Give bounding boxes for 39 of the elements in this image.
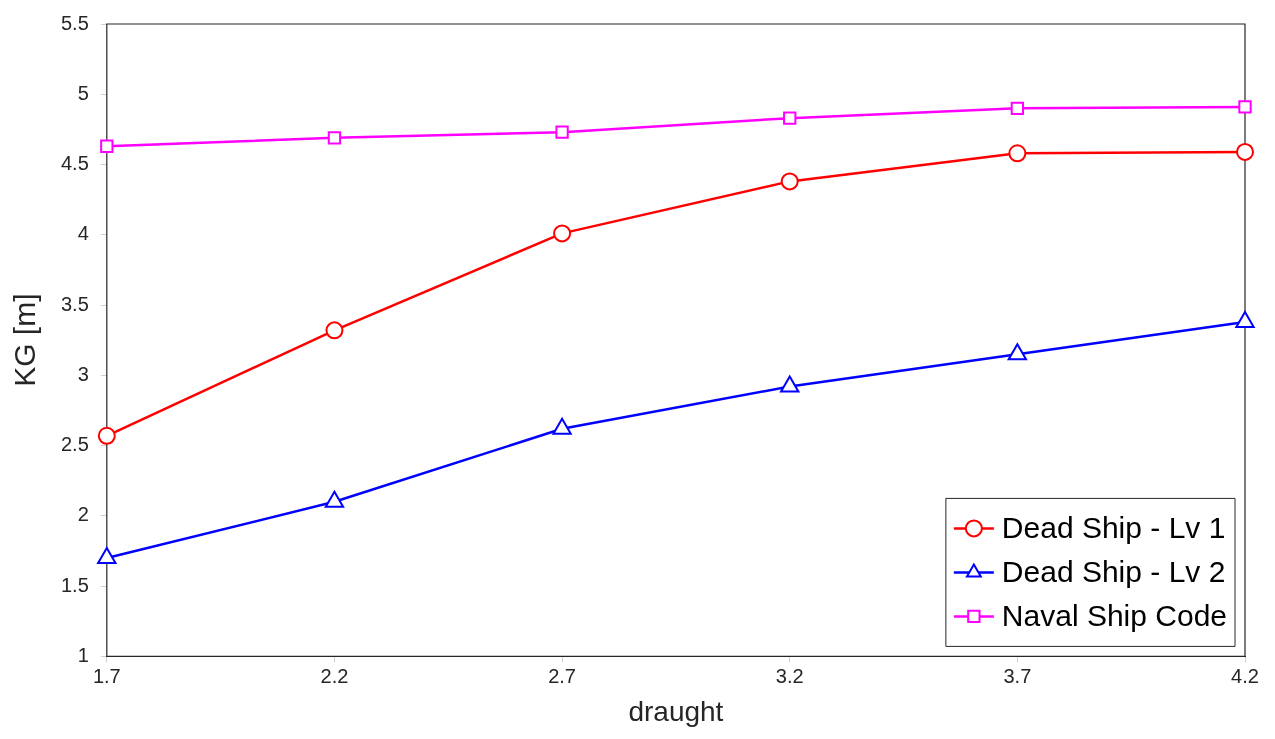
y-axis-title: KG [m] xyxy=(8,293,42,387)
legend-label: Dead Ship - Lv 2 xyxy=(1001,554,1226,588)
point xyxy=(553,224,572,243)
point xyxy=(780,375,800,393)
x-tick-label: 1.7 xyxy=(92,664,121,687)
y-tick-label: 3 xyxy=(77,362,89,385)
point xyxy=(555,125,569,139)
point xyxy=(780,172,799,191)
y-tick-label: 1.5 xyxy=(60,573,89,596)
point xyxy=(1010,101,1025,115)
point xyxy=(97,547,117,565)
point xyxy=(327,131,342,145)
y-tick-label: 3.5 xyxy=(60,292,89,315)
x-tick-label: 2.2 xyxy=(320,664,349,687)
y-tick-label: 2 xyxy=(77,503,89,526)
point xyxy=(1238,100,1252,114)
point xyxy=(324,490,345,508)
x-axis-title: draught xyxy=(628,695,724,727)
point xyxy=(97,426,116,445)
x-tick-label: 4.2 xyxy=(1231,664,1259,687)
y-tick-label: 5.5 xyxy=(60,11,89,34)
point xyxy=(1008,144,1027,163)
point xyxy=(1007,343,1028,361)
y-tick-label: 2.5 xyxy=(60,433,89,456)
point xyxy=(1235,310,1255,328)
x-tick-label: 2.7 xyxy=(548,664,576,687)
x-tick-label: 3.2 xyxy=(775,664,804,687)
x-tick-label: 3.7 xyxy=(1003,664,1032,687)
point xyxy=(1236,142,1254,161)
y-tick-label: 4 xyxy=(77,222,89,245)
point xyxy=(100,139,114,153)
y-tick-label: 5 xyxy=(77,81,89,104)
y-tick-label: 4.5 xyxy=(60,152,89,175)
point xyxy=(783,111,797,125)
y-tick-label: 1 xyxy=(77,643,89,666)
legend-label: Dead Ship - Lv 1 xyxy=(1001,510,1226,544)
point xyxy=(552,417,572,435)
point xyxy=(325,321,344,340)
legend-label: Naval Ship Code xyxy=(1001,598,1228,632)
